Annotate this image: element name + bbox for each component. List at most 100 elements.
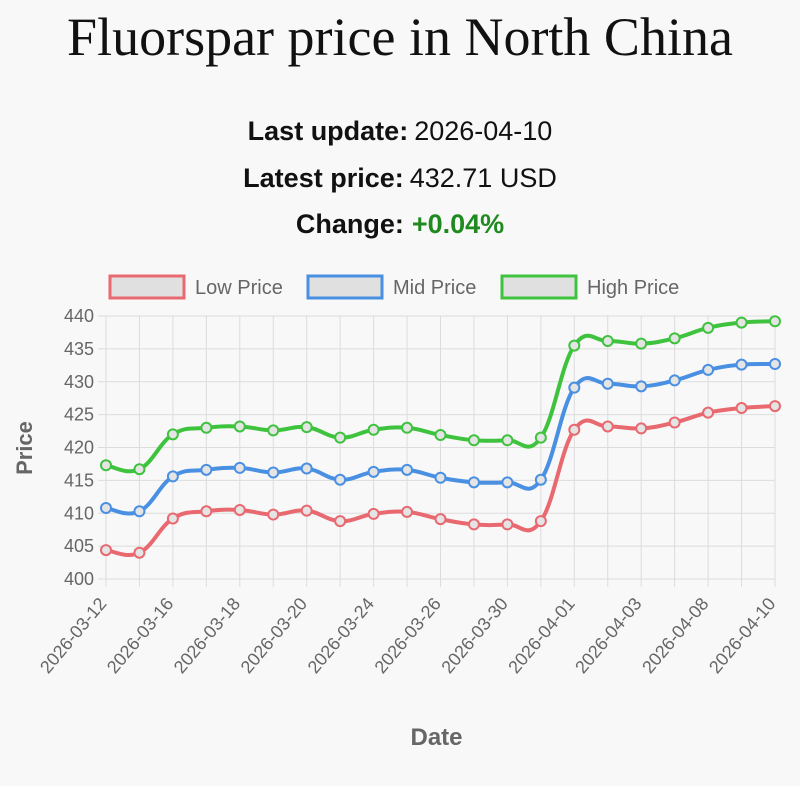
data-point [568, 339, 581, 352]
data-point [735, 316, 748, 329]
data-point [501, 434, 514, 447]
data-point [601, 377, 614, 390]
x-tick-label: 2026-03-24 [304, 594, 379, 677]
x-tick-label: 2026-03-12 [36, 594, 111, 677]
data-point [635, 337, 648, 350]
data-point [635, 380, 648, 393]
data-point [635, 422, 648, 435]
legend-label: Low Price [195, 277, 283, 299]
data-point [568, 381, 581, 394]
data-point [769, 357, 781, 370]
data-point [267, 466, 280, 479]
data-point [769, 315, 781, 328]
data-point [702, 406, 715, 419]
y-tick-label: 410 [64, 503, 94, 523]
y-tick-label: 405 [64, 536, 94, 556]
data-point [133, 505, 146, 518]
data-point [233, 420, 246, 433]
legend-swatch [306, 274, 384, 300]
data-point [367, 423, 380, 436]
data-point [367, 507, 380, 520]
data-point [401, 421, 414, 434]
data-point [166, 470, 179, 483]
x-tick-label: 2026-03-26 [370, 594, 445, 677]
data-point [534, 431, 547, 444]
data-point [267, 424, 280, 437]
x-tick-label: 2026-04-08 [638, 594, 713, 677]
data-point [200, 463, 213, 476]
data-point [534, 515, 547, 528]
data-point [233, 503, 246, 516]
x-tick-label: 2026-04-03 [571, 594, 646, 677]
data-point [434, 429, 447, 442]
data-point [267, 508, 280, 521]
legend-swatch [108, 274, 186, 300]
y-axis-title: Price [12, 421, 37, 475]
data-point [668, 416, 681, 429]
change-value: +0.04% [411, 209, 505, 239]
y-tick-label: 400 [64, 569, 94, 589]
legend-label: Mid Price [393, 277, 476, 299]
change-label: Change: [295, 209, 404, 239]
data-point [668, 332, 681, 345]
data-point [735, 402, 748, 415]
data-point [334, 431, 347, 444]
data-point [467, 518, 480, 531]
data-point [702, 363, 715, 376]
data-point [702, 321, 715, 334]
data-point [601, 334, 614, 347]
data-point [133, 546, 146, 559]
data-point [601, 420, 614, 433]
data-point [300, 462, 313, 475]
data-point [467, 476, 480, 489]
data-point [200, 421, 213, 434]
x-tick-label: 2026-03-30 [437, 594, 512, 677]
x-tick-label: 2026-03-20 [237, 594, 312, 677]
data-point [501, 518, 514, 531]
data-point [166, 428, 179, 441]
data-point [334, 515, 347, 528]
latest-price-value: 432.71 USD [409, 163, 557, 193]
data-point [367, 465, 380, 478]
x-tick-label: 2026-04-10 [705, 594, 780, 677]
y-tick-label: 415 [64, 470, 94, 490]
data-point [133, 463, 146, 476]
data-point [166, 512, 179, 525]
data-point [434, 513, 447, 526]
data-point [501, 476, 514, 489]
x-axis-title: Date [410, 724, 462, 751]
data-point [467, 434, 480, 447]
data-point [100, 459, 112, 472]
y-tick-label: 440 [64, 306, 94, 326]
data-point [534, 473, 547, 486]
latest-price-label: Latest price: [243, 163, 404, 193]
legend-label: High Price [587, 277, 679, 299]
y-tick-label: 430 [64, 372, 94, 392]
last-update-label: Last update: [247, 116, 409, 146]
x-tick-label: 2026-03-18 [170, 594, 245, 677]
data-point [769, 400, 781, 413]
y-tick-label: 435 [64, 339, 94, 359]
data-point [300, 421, 313, 434]
data-point [401, 505, 414, 518]
x-tick-label: 2026-04-01 [504, 594, 579, 677]
data-point [233, 461, 246, 474]
last-update-value: 2026-04-10 [414, 116, 553, 146]
legend-swatch [500, 274, 578, 300]
change-row: Change: +0.04% [0, 209, 800, 240]
page-title: Fluorspar price in North China [67, 7, 733, 67]
y-tick-label: 420 [64, 438, 94, 458]
y-tick-label: 425 [64, 405, 94, 425]
data-point [668, 374, 681, 387]
data-point [434, 471, 447, 484]
latest-price-row: Latest price: 432.71 USD [0, 163, 800, 194]
data-point [300, 504, 313, 517]
data-point [100, 501, 112, 514]
x-tick-label: 2026-03-16 [103, 594, 178, 677]
data-point [568, 423, 581, 436]
last-update-row: Last update: 2026-04-10 [0, 116, 800, 147]
data-point [334, 473, 347, 486]
data-point [200, 505, 213, 518]
data-point [100, 544, 112, 557]
